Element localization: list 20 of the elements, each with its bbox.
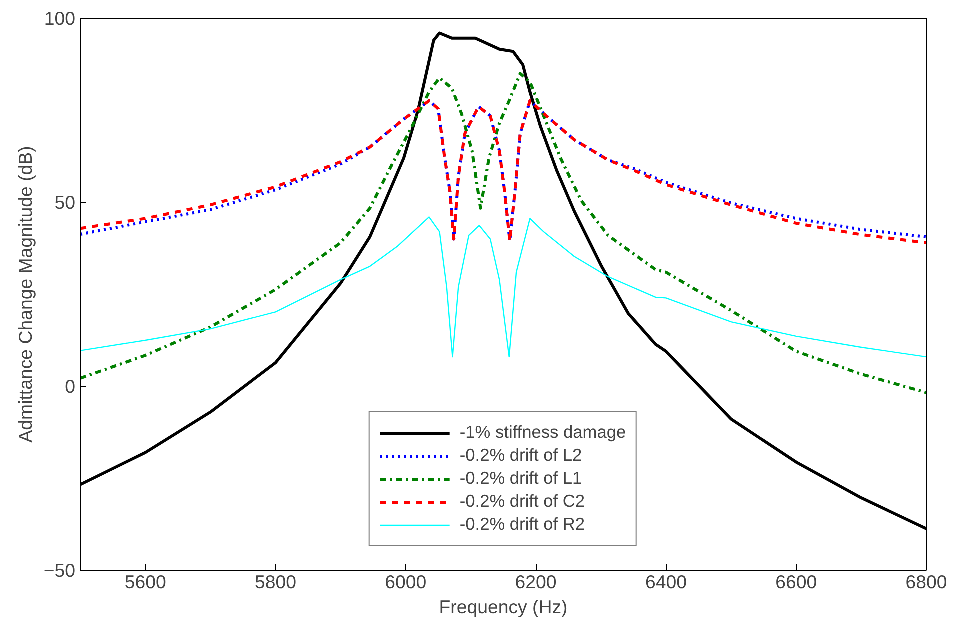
legend-label: -0.2% drift of C2 (460, 491, 586, 512)
y-axis-title: Admittance Change Magnitude (dB) (14, 146, 36, 443)
legend-label: -1% stiffness damage (460, 422, 626, 443)
x-axis-title: Frequency (Hz) (439, 596, 568, 618)
x-tick-label: 6400 (645, 572, 687, 592)
x-tick-label: 5600 (124, 572, 166, 592)
y-tick-label: 50 (54, 192, 76, 213)
x-tick-label: 6000 (385, 572, 427, 592)
x-tick-label: 6200 (515, 572, 557, 592)
legend-label: -0.2% drift of L1 (460, 468, 582, 489)
legend-label: -0.2% drift of R2 (460, 514, 586, 535)
line-series (80, 72, 926, 394)
x-tick-label: 5800 (254, 572, 296, 592)
legend-label: -0.2% drift of L2 (460, 445, 582, 466)
x-tick-label: 6800 (906, 572, 948, 592)
y-tick-label: 0 (65, 376, 76, 397)
line-series (80, 216, 926, 358)
y-tick-label: 100 (44, 8, 76, 29)
y-tick-label: −50 (44, 560, 76, 581)
x-tick-label: 6600 (776, 572, 818, 592)
